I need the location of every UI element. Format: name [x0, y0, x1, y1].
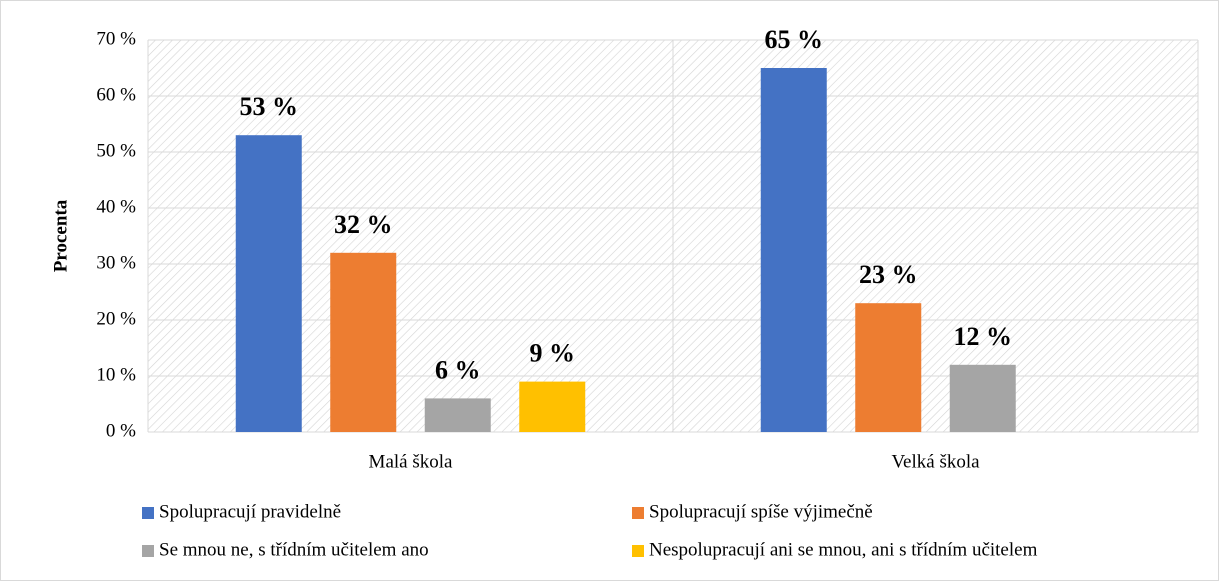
y-tick-label: 40 %	[96, 196, 136, 217]
legend-label: Spolupracují spíše výjimečně	[649, 501, 873, 522]
legend-label: Spolupracují pravidelně	[159, 501, 341, 522]
value-label: 12 %	[954, 322, 1013, 351]
value-label: 32 %	[334, 210, 393, 239]
legend-swatch	[142, 545, 154, 557]
y-axis-title: Procenta	[50, 199, 71, 272]
value-label: 6 %	[435, 355, 481, 384]
bar	[519, 381, 586, 432]
value-label: 65 %	[765, 25, 824, 54]
legend-swatch	[632, 545, 644, 557]
y-tick-label: 70 %	[96, 28, 136, 49]
bar	[949, 364, 1016, 432]
legend-swatch	[142, 507, 154, 519]
bar	[330, 252, 397, 432]
bar	[235, 135, 302, 432]
bar	[424, 398, 491, 432]
y-tick-label: 50 %	[96, 140, 136, 161]
legend-swatch	[632, 507, 644, 519]
y-tick-label: 30 %	[96, 252, 136, 273]
x-tick-label: Velká škola	[891, 451, 980, 472]
y-tick-label: 20 %	[96, 308, 136, 329]
y-tick-label: 10 %	[96, 364, 136, 385]
x-tick-label: Malá škola	[369, 451, 453, 472]
y-tick-label: 60 %	[96, 84, 136, 105]
value-label: 23 %	[859, 260, 918, 289]
value-label: 53 %	[240, 92, 299, 121]
y-tick-label: 0 %	[106, 420, 136, 441]
value-label: 9 %	[530, 339, 576, 368]
legend-label: Se mnou ne, s třídním učitelem ano	[159, 539, 429, 560]
bar	[855, 303, 922, 432]
legend-label: Nespolupracují ani se mnou, ani s třídní…	[649, 539, 1038, 560]
bar	[760, 68, 827, 432]
